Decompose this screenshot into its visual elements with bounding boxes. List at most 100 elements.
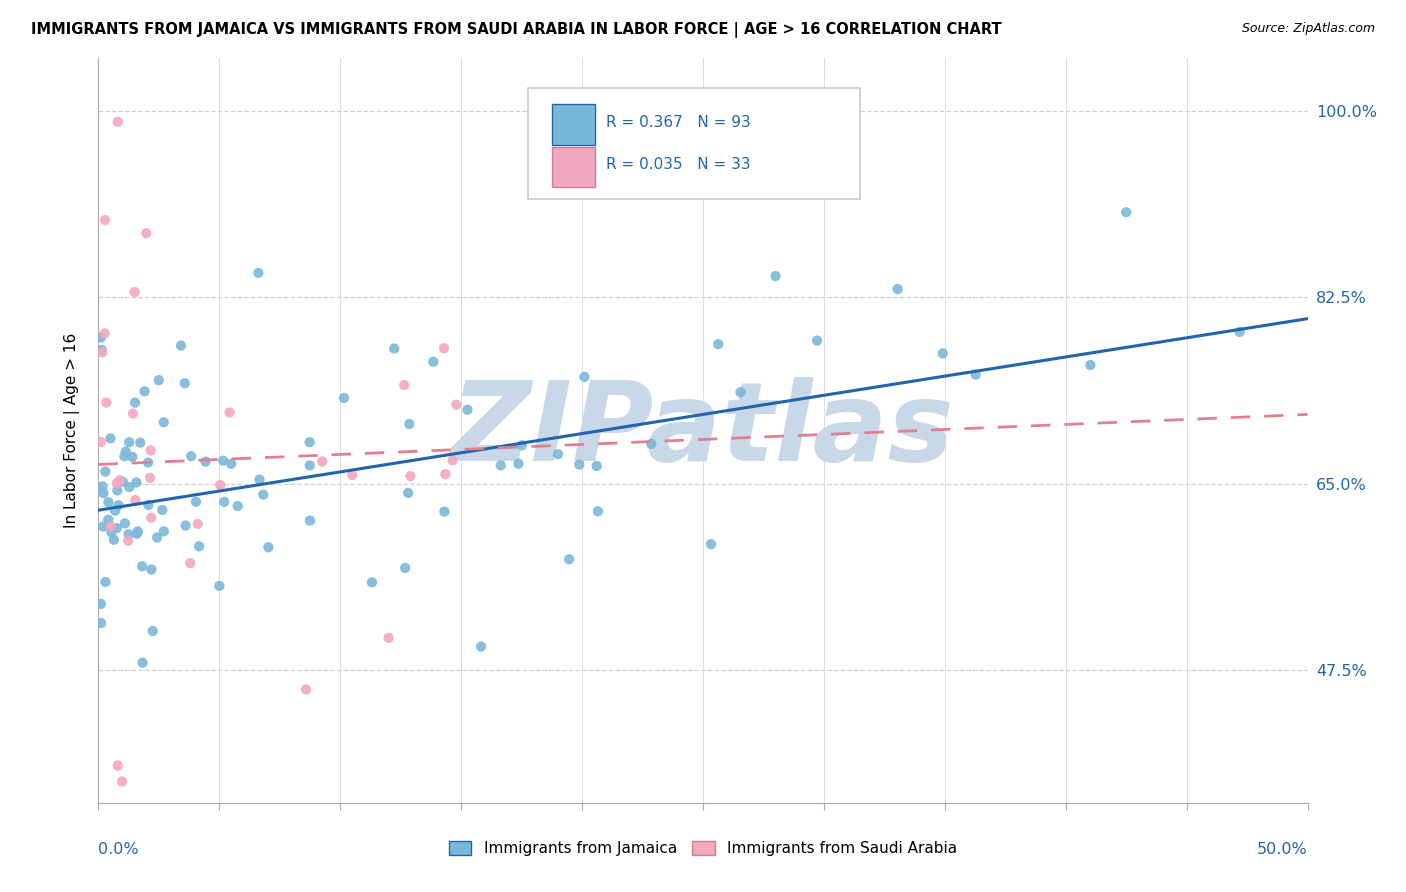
Point [247, 266, 270, 280]
Point [107, 758, 129, 772]
Point [142, 624, 165, 638]
Point [121, 450, 143, 464]
Point [91, 479, 114, 493]
Point [179, 556, 201, 570]
Point [298, 458, 321, 473]
Point [219, 457, 242, 471]
Text: R = 0.367   N = 93: R = 0.367 N = 93 [606, 115, 751, 130]
Point [547, 447, 569, 461]
Point [886, 282, 908, 296]
Point [456, 402, 478, 417]
Point [707, 337, 730, 351]
Point [118, 480, 141, 494]
Text: IMMIGRANTS FROM JAMAICA VS IMMIGRANTS FROM SAUDI ARABIA IN LABOR FORCE | AGE > 1: IMMIGRANTS FROM JAMAICA VS IMMIGRANTS FR… [31, 22, 1001, 38]
Point [108, 473, 131, 487]
Point [100, 519, 122, 533]
Point [311, 454, 333, 468]
Point [105, 483, 128, 498]
Point [131, 559, 153, 574]
Point [104, 503, 127, 517]
Point [93, 326, 115, 341]
Point [91, 345, 114, 359]
Point [1115, 205, 1137, 219]
Point [218, 405, 240, 419]
Point [100, 525, 122, 540]
Point [136, 456, 159, 470]
Point [700, 537, 723, 551]
Point [173, 376, 195, 391]
Point [212, 453, 235, 467]
Point [558, 552, 581, 566]
Point [107, 115, 129, 129]
Point [730, 385, 752, 400]
Point [377, 631, 399, 645]
Point [146, 531, 169, 545]
Point [97, 495, 120, 509]
Point [105, 476, 128, 491]
Point [107, 499, 129, 513]
Point [180, 449, 202, 463]
Point [392, 378, 415, 392]
Point [141, 510, 163, 524]
Point [90, 435, 112, 450]
Point [433, 505, 456, 519]
Point [295, 682, 318, 697]
Point [91, 519, 114, 533]
Point [122, 407, 145, 421]
Point [1080, 358, 1102, 372]
Point [510, 438, 533, 452]
Point [568, 458, 591, 472]
Point [342, 468, 364, 483]
Legend: Immigrants from Jamaica, Immigrants from Saudi Arabia: Immigrants from Jamaica, Immigrants from… [443, 835, 963, 863]
Point [174, 518, 197, 533]
Point [585, 458, 607, 473]
Point [574, 369, 596, 384]
Point [586, 504, 609, 518]
Point [150, 503, 173, 517]
Point [112, 449, 135, 463]
Point [125, 526, 148, 541]
Point [170, 338, 193, 352]
Point [208, 579, 231, 593]
Point [249, 473, 271, 487]
Point [118, 435, 141, 450]
Point [433, 341, 456, 355]
Point [188, 539, 211, 553]
Point [382, 342, 405, 356]
Point [153, 524, 176, 539]
Point [97, 513, 120, 527]
Point [396, 486, 419, 500]
Point [139, 471, 162, 485]
Point [152, 415, 174, 429]
Point [1229, 325, 1251, 339]
Point [640, 437, 662, 451]
Point [333, 391, 356, 405]
Point [114, 516, 136, 531]
Point [124, 395, 146, 409]
Point [117, 527, 139, 541]
Text: ZIPatlas: ZIPatlas [451, 377, 955, 483]
Point [361, 575, 384, 590]
Point [394, 561, 416, 575]
Point [765, 269, 787, 284]
Point [965, 368, 987, 382]
Point [100, 431, 122, 445]
Point [470, 640, 492, 654]
Point [298, 435, 321, 450]
Point [114, 444, 136, 458]
Point [90, 330, 112, 344]
Point [187, 516, 209, 531]
Point [932, 346, 955, 360]
Point [138, 498, 160, 512]
Point [257, 541, 280, 555]
Point [508, 457, 530, 471]
Point [134, 384, 156, 399]
Point [441, 453, 464, 467]
Point [111, 774, 134, 789]
Point [124, 285, 146, 299]
Point [135, 226, 157, 240]
Point [103, 533, 125, 547]
Text: 0.0%: 0.0% [98, 842, 139, 856]
Point [94, 465, 117, 479]
Point [184, 495, 207, 509]
